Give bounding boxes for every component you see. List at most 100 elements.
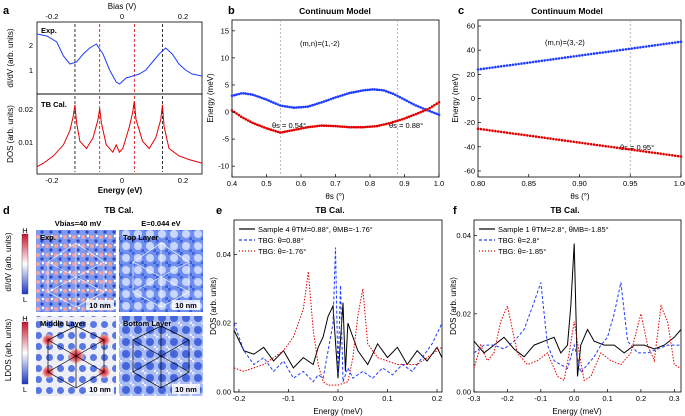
data-point (534, 60, 538, 63)
data-point (249, 120, 252, 123)
data-point (479, 127, 483, 131)
data-point (336, 95, 340, 98)
data-point (433, 111, 436, 115)
data-point (302, 126, 305, 130)
data-point (325, 99, 328, 102)
panel-label: c (458, 5, 464, 17)
data-point (382, 89, 386, 92)
data-point (543, 136, 546, 140)
data-point (375, 88, 379, 91)
data-point (329, 97, 333, 101)
data-point (555, 57, 558, 61)
data-point (491, 129, 494, 132)
data-point (540, 136, 544, 139)
data-point (488, 66, 491, 70)
data-point (414, 104, 418, 107)
map-tile: Middle Layer 10 nm (36, 316, 116, 396)
data-point (334, 124, 337, 128)
data-point (557, 138, 561, 142)
data-point (601, 144, 604, 148)
data-point (679, 155, 683, 158)
data-point (405, 116, 409, 119)
data-point (613, 146, 616, 149)
data-point (476, 68, 480, 71)
data-point (272, 101, 275, 104)
plot-f: -0.3 -0.2 -0.1 0.0 0.1 0.2 0.3 0.04 0.02 0.00 (456, 231, 682, 403)
data-point (578, 141, 581, 144)
data-point (318, 101, 321, 105)
data-point (336, 125, 340, 128)
data-point (276, 103, 280, 106)
data-point (292, 106, 296, 109)
data-point (304, 105, 307, 109)
data-point (272, 129, 275, 132)
data-point (407, 100, 411, 104)
data-point (387, 122, 390, 125)
lower-tag: TB Cal. (41, 100, 67, 109)
data-point (581, 53, 584, 57)
data-point (345, 92, 349, 96)
legend-entry: TBG: θ=2.8° (498, 236, 540, 245)
data-point (668, 153, 671, 157)
panel-b: b Continuum Model (m,n)=(1,-2) θs = 0.54… (206, 5, 444, 201)
data-point (308, 125, 312, 129)
data-point (624, 48, 628, 51)
data-point (249, 93, 252, 96)
data-point (668, 42, 671, 45)
data-point (569, 55, 573, 59)
data-point (578, 54, 581, 57)
data-point (644, 150, 648, 153)
data-point (373, 88, 376, 91)
data-point (560, 56, 564, 60)
data-point (242, 92, 245, 95)
data-point (253, 94, 257, 97)
data-point (235, 93, 238, 96)
data-point (288, 105, 291, 109)
data-point (359, 125, 363, 129)
data-point (265, 127, 268, 130)
data-point (382, 123, 386, 126)
panel-label: e (216, 205, 222, 217)
x-tick-label: 0.7 (330, 179, 340, 188)
data-point (642, 45, 645, 49)
data-point (269, 100, 273, 103)
data-point (318, 124, 321, 128)
data-point (239, 115, 243, 118)
data-point (400, 118, 404, 121)
data-point (237, 92, 241, 96)
chart-title: TB Cal. (550, 205, 579, 215)
data-point (371, 125, 374, 128)
data-point (584, 142, 587, 145)
data-point (327, 98, 330, 102)
y-tick-label: 0.02 (216, 319, 231, 328)
chart-title: Continuum Model (299, 6, 371, 16)
data-point (428, 106, 432, 110)
data-point (274, 102, 278, 105)
data-point (523, 61, 526, 65)
legend-entry: Sample 1 θTM=2.8°, θMB=-1.85° (498, 225, 609, 234)
data-point (348, 125, 351, 129)
data-point (679, 40, 683, 43)
data-point (276, 130, 280, 134)
data-point (566, 55, 570, 59)
x-tick-label: 0.95 (623, 179, 638, 188)
data-point (299, 105, 303, 109)
data-point (563, 139, 567, 142)
panel-label: d (3, 205, 10, 217)
data-point (368, 125, 372, 128)
data-point (380, 88, 383, 92)
data-point (575, 54, 578, 58)
legend: Sample 1 θTM=2.8°, θMB=-1.85° TBG: θ=2.8… (479, 225, 609, 256)
data-point (514, 63, 517, 66)
panel-label: a (3, 5, 10, 17)
data-point (665, 42, 668, 45)
map-tile: Bottom Layer 10 nm (119, 316, 203, 396)
data-point (281, 104, 284, 108)
series-line (233, 271, 443, 386)
data-point (403, 117, 406, 120)
data-point (267, 99, 271, 102)
data-point (269, 128, 273, 131)
data-point (642, 150, 645, 153)
data-point (589, 142, 593, 146)
